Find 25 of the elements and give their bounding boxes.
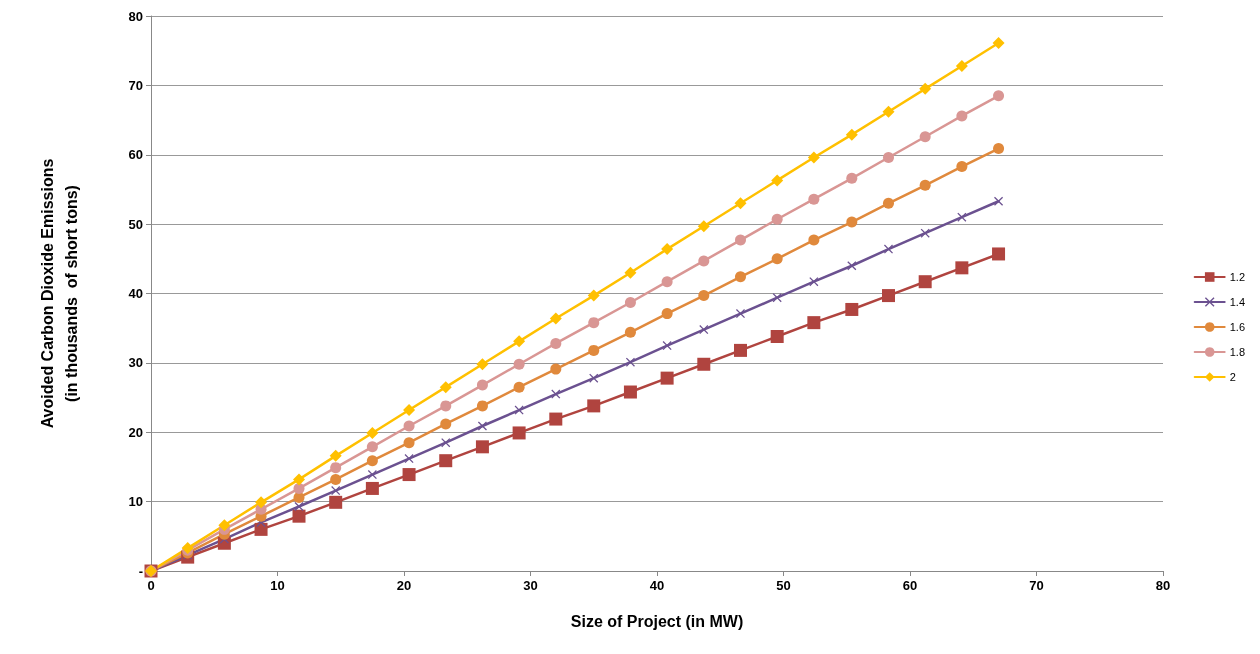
- y-tick-label: 40: [128, 286, 143, 301]
- x-tick-label: 20: [396, 578, 412, 593]
- x-tick-label: 50: [776, 578, 791, 593]
- y-tick-label: 80: [128, 8, 143, 24]
- y-tick-label: 70: [128, 77, 143, 93]
- legend-label: 1.8: [1229, 346, 1246, 358]
- y-tick-label: 60: [128, 147, 143, 163]
- y-tick-label: 50: [128, 216, 143, 232]
- legend-label: 1.2: [1229, 271, 1246, 283]
- x-tick-label: 40: [649, 578, 665, 593]
- legend-label: 1.6: [1229, 321, 1246, 333]
- x-tick-label: 10: [270, 578, 285, 593]
- y-tick-label: 20: [128, 424, 143, 440]
- y-tick-label: 10: [128, 494, 143, 510]
- x-tick-label: 0: [147, 578, 155, 593]
- x-tick-label: 70: [1029, 578, 1044, 593]
- y-tick-label: 30: [128, 355, 143, 371]
- x-tick-label: 80: [1155, 578, 1171, 593]
- x-axis-title: Size of Project (in MW): [570, 612, 744, 630]
- y-tick-label: -: [138, 563, 143, 579]
- legend-label: 1.4: [1229, 296, 1246, 308]
- x-tick-label: 60: [902, 578, 918, 593]
- x-tick-label: 30: [523, 578, 538, 593]
- legend-label: 2: [1229, 371, 1236, 383]
- y-axis-title: Avoided Carbon Dioxide Emissions (in thousands of short tons): [38, 158, 80, 429]
